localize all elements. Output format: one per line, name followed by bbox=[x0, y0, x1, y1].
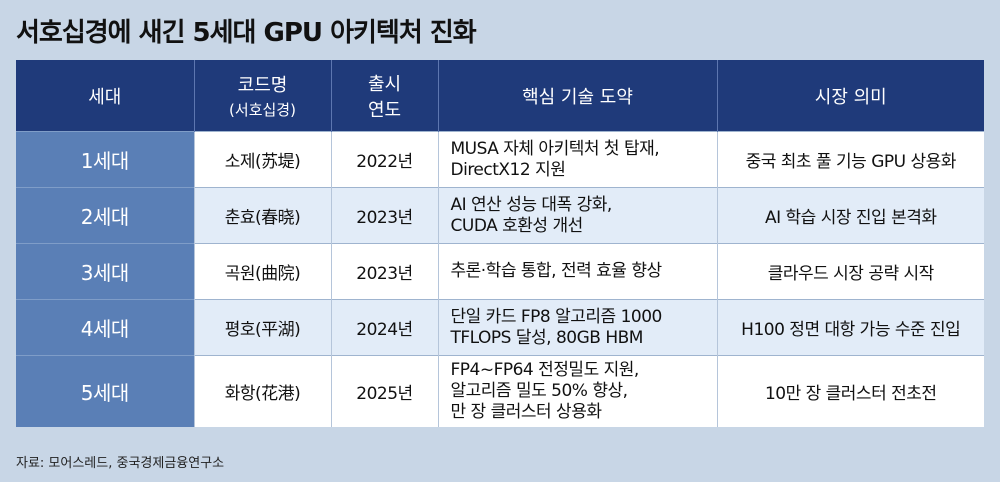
tech-line: DirectX12 지원 bbox=[450, 159, 566, 180]
generation-cell: 5세대 bbox=[16, 355, 194, 427]
header-codename: 코드명 (서호십경) bbox=[193, 60, 331, 132]
tech-line: MUSA 자체 아키텍처 첫 탑재, bbox=[450, 138, 660, 159]
tech-cell: 단일 카드 FP8 알고리즘 1000 TFLOPS 달성, 80GB HBM bbox=[437, 299, 717, 356]
header-codename-sub: (서호십경) bbox=[229, 101, 296, 119]
market-cell: H100 정면 대항 가능 수준 진입 bbox=[716, 299, 984, 356]
tech-line: 단일 카드 FP8 알고리즘 1000 bbox=[450, 306, 663, 327]
header-year-line2: 연도 bbox=[367, 99, 402, 121]
tech-line: 알고리즘 밀도 50% 향상, bbox=[450, 381, 629, 401]
generation-cell: 4세대 bbox=[16, 299, 194, 356]
header-year-line1: 출시 bbox=[367, 73, 402, 95]
source-note: 자료: 모어스레드, 중국경제금융연구소 bbox=[16, 456, 225, 471]
header-market: 시장 의미 bbox=[716, 60, 984, 132]
codename-cell: 춘효(春晓) bbox=[193, 187, 331, 244]
market-cell: 10만 장 클러스터 전초전 bbox=[716, 355, 984, 427]
codename-cell: 소제(苏堤) bbox=[193, 131, 331, 188]
tech-line: 만 장 클러스터 상용화 bbox=[450, 402, 602, 422]
year-cell: 2022년 bbox=[330, 131, 438, 188]
table-row: 5세대 화항(花港) 2025년 FP4~FP64 전정밀도 지원, 알고리즘 … bbox=[16, 355, 984, 427]
table-header-row: 세대 코드명 (서호십경) 출시 연도 핵심 기술 도약 시장 의미 bbox=[16, 60, 984, 132]
year-cell: 2024년 bbox=[330, 299, 438, 356]
tech-cell: 추론·학습 통합, 전력 효율 향상 bbox=[437, 243, 717, 300]
table-row: 4세대 평호(平湖) 2024년 단일 카드 FP8 알고리즘 1000 TFL… bbox=[16, 299, 984, 356]
generation-cell: 2세대 bbox=[16, 187, 194, 244]
market-cell: AI 학습 시장 진입 본격화 bbox=[716, 187, 984, 244]
generation-cell: 3세대 bbox=[16, 243, 194, 300]
header-tech: 핵심 기술 도약 bbox=[437, 60, 717, 132]
tech-cell: MUSA 자체 아키텍처 첫 탑재, DirectX12 지원 bbox=[437, 131, 717, 188]
tech-line: CUDA 호환성 개선 bbox=[450, 215, 584, 236]
tech-line: TFLOPS 달성, 80GB HBM bbox=[450, 327, 644, 348]
page-title: 서호십경에 새긴 5세대 GPU 아키텍처 진화 bbox=[16, 18, 477, 48]
generation-cell: 1세대 bbox=[16, 131, 194, 188]
year-cell: 2023년 bbox=[330, 243, 438, 300]
year-cell: 2023년 bbox=[330, 187, 438, 244]
tech-line: AI 연산 성능 대폭 강화, bbox=[450, 194, 613, 215]
codename-cell: 평호(平湖) bbox=[193, 299, 331, 356]
header-release-year: 출시 연도 bbox=[330, 60, 438, 132]
tech-cell: FP4~FP64 전정밀도 지원, 알고리즘 밀도 50% 향상, 만 장 클러… bbox=[437, 355, 717, 427]
tech-line: FP4~FP64 전정밀도 지원, bbox=[450, 360, 640, 380]
codename-cell: 곡원(曲院) bbox=[193, 243, 331, 300]
tech-line: 추론·학습 통합, 전력 효율 향상 bbox=[450, 261, 663, 281]
header-codename-label: 코드명 bbox=[237, 75, 288, 96]
tech-cell: AI 연산 성능 대폭 강화, CUDA 호환성 개선 bbox=[437, 187, 717, 244]
codename-cell: 화항(花港) bbox=[193, 355, 331, 427]
table-row: 2세대 춘효(春晓) 2023년 AI 연산 성능 대폭 강화, CUDA 호환… bbox=[16, 187, 984, 244]
gpu-generation-table: 세대 코드명 (서호십경) 출시 연도 핵심 기술 도약 시장 의미 1세대 소… bbox=[16, 60, 984, 427]
market-cell: 클라우드 시장 공략 시작 bbox=[716, 243, 984, 300]
table-row: 1세대 소제(苏堤) 2022년 MUSA 자체 아키텍처 첫 탑재, Dire… bbox=[16, 131, 984, 188]
year-cell: 2025년 bbox=[330, 355, 438, 427]
market-cell: 중국 최초 풀 기능 GPU 상용화 bbox=[716, 131, 984, 188]
header-generation: 세대 bbox=[16, 60, 194, 132]
table-row: 3세대 곡원(曲院) 2023년 추론·학습 통합, 전력 효율 향상 클라우드… bbox=[16, 243, 984, 300]
